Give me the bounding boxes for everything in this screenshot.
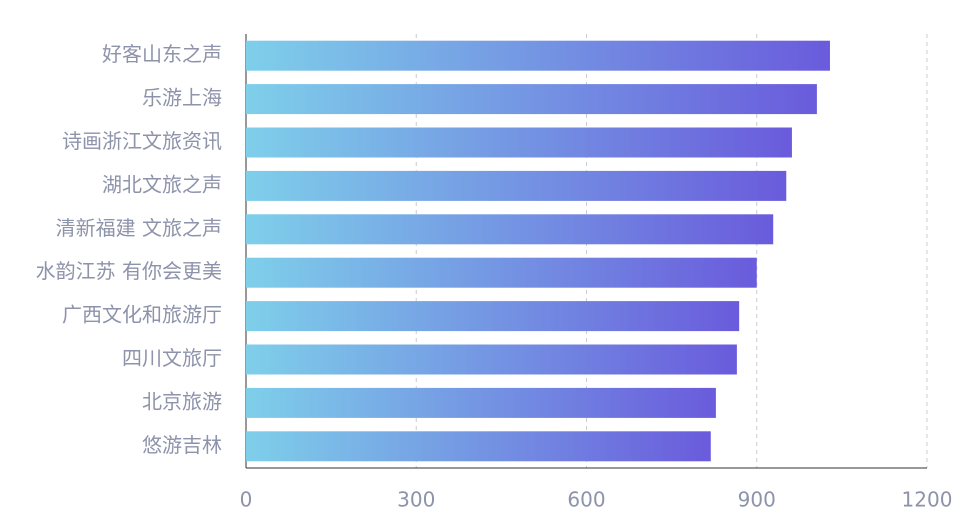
y-tick-label: 湖北文旅之声	[102, 172, 222, 196]
y-tick-label: 水韵江苏 有你会更美	[36, 259, 222, 283]
y-tick-label: 悠游吉林	[142, 433, 222, 457]
x-tick-label: 600	[567, 488, 605, 512]
bar	[246, 344, 737, 375]
y-tick-label: 北京旅游	[142, 389, 222, 413]
x-tick-label: 1200	[902, 488, 953, 512]
bar	[246, 214, 774, 245]
bar	[246, 301, 740, 332]
bar	[246, 127, 792, 158]
y-tick-label: 乐游上海	[142, 86, 222, 110]
bar	[246, 387, 716, 418]
y-tick-label: 广西文化和旅游厅	[62, 303, 222, 327]
x-tick-label: 300	[397, 488, 435, 512]
x-tick-label: 900	[738, 488, 776, 512]
x-tick-label: 0	[240, 488, 253, 512]
y-tick-label: 四川文旅厅	[122, 346, 222, 370]
y-tick-label: 诗画浙江文旅资讯	[62, 129, 222, 153]
bar	[246, 431, 711, 462]
bar	[246, 170, 787, 201]
bar	[246, 84, 817, 115]
bar	[246, 40, 830, 71]
y-tick-label: 好客山东之声	[102, 42, 222, 66]
y-tick-label: 清新福建 文旅之声	[56, 216, 222, 240]
bar	[246, 257, 757, 288]
